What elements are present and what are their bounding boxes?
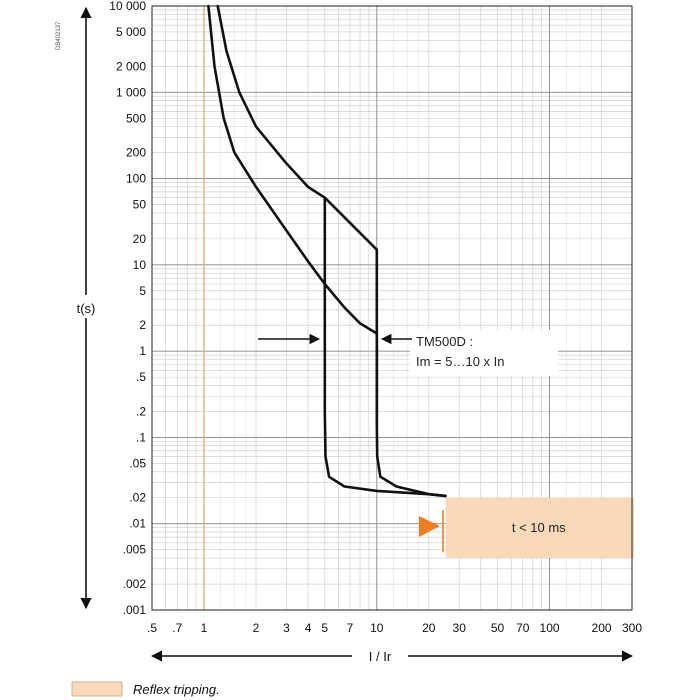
y-tick-label: .001 [123, 603, 147, 617]
x-tick-label: 5 [321, 621, 328, 635]
trip-curve-2 [216, 4, 379, 424]
y-tick-label: .02 [129, 491, 146, 505]
x-tick-label: 4 [305, 621, 312, 635]
reflex-arrow-icon [419, 516, 440, 537]
x-tick-label: 100 [540, 621, 560, 635]
trip-curve-1 [207, 4, 447, 498]
legend-label-reflex: Reflex tripping. [133, 682, 220, 697]
y-tick-label: 500 [126, 111, 146, 125]
y-tick-label: 5 [139, 284, 146, 298]
reflex-tripping-zone [445, 497, 634, 559]
y-tick-label: 2 [139, 318, 146, 332]
x-tick-label: .7 [172, 621, 182, 635]
y-tick-label: .2 [136, 404, 146, 418]
y-tick-label: .05 [129, 456, 146, 470]
x-tick-label: 10 [370, 621, 384, 635]
y-tick-label: 20 [133, 232, 147, 246]
y-tick-label: 50 [133, 198, 147, 212]
x-axis-label: I / Ir [369, 649, 392, 664]
y-tick-label: .01 [129, 517, 146, 531]
y-tick-label: 5 000 [116, 25, 146, 39]
y-tick-label: 1 000 [116, 85, 146, 99]
x-tick-label: 1 [201, 621, 208, 635]
x-tick-label: 300 [622, 621, 642, 635]
x-axis-ticks: .5 .7 1 2 3 4 5 7 10 20 30 50 70 100 200 300 [147, 621, 642, 635]
y-tick-label: 100 [126, 172, 146, 186]
x-tick-label: .5 [147, 621, 157, 635]
y-tick-label: 200 [126, 146, 146, 160]
tm500d-label-box [410, 330, 558, 376]
y-tick-label: .1 [136, 430, 146, 444]
tm500d-label-line1: TM500D : [416, 334, 473, 349]
y-tick-label: .5 [136, 370, 146, 384]
y-tick-label: 1 [139, 344, 146, 358]
reflex-zone-label: t < 10 ms [512, 520, 566, 535]
y-tick-label: 10 000 [109, 0, 146, 13]
trip-curve-3 [323, 196, 447, 498]
x-tick-label: 30 [453, 621, 467, 635]
x-tick-label: 20 [422, 621, 436, 635]
tm500d-label-line2: Im = 5…10 x In [416, 354, 505, 369]
y-axis-ticks: 10 000 5 000 2 000 1 000 500 200 100 50 20 10 5 2 1.… [109, 0, 146, 617]
y-tick-label: 10 [133, 258, 147, 272]
y-tick-label: .002 [123, 577, 147, 591]
trip-curves [207, 4, 447, 498]
document-code: DB402137 [56, 21, 62, 50]
legend-swatch-reflex [71, 681, 123, 697]
x-tick-label: 200 [592, 621, 612, 635]
plot-frame [151, 5, 633, 611]
x-tick-label: 50 [491, 621, 505, 635]
x-tick-label: 7 [347, 621, 354, 635]
y-axis-label: t(s) [77, 301, 96, 316]
x-tick-label: 2 [253, 621, 260, 635]
y-tick-label: 2 000 [116, 59, 146, 73]
x-tick-label: 70 [516, 621, 530, 635]
y-tick-label: .005 [123, 543, 147, 557]
x-tick-label: 3 [283, 621, 290, 635]
